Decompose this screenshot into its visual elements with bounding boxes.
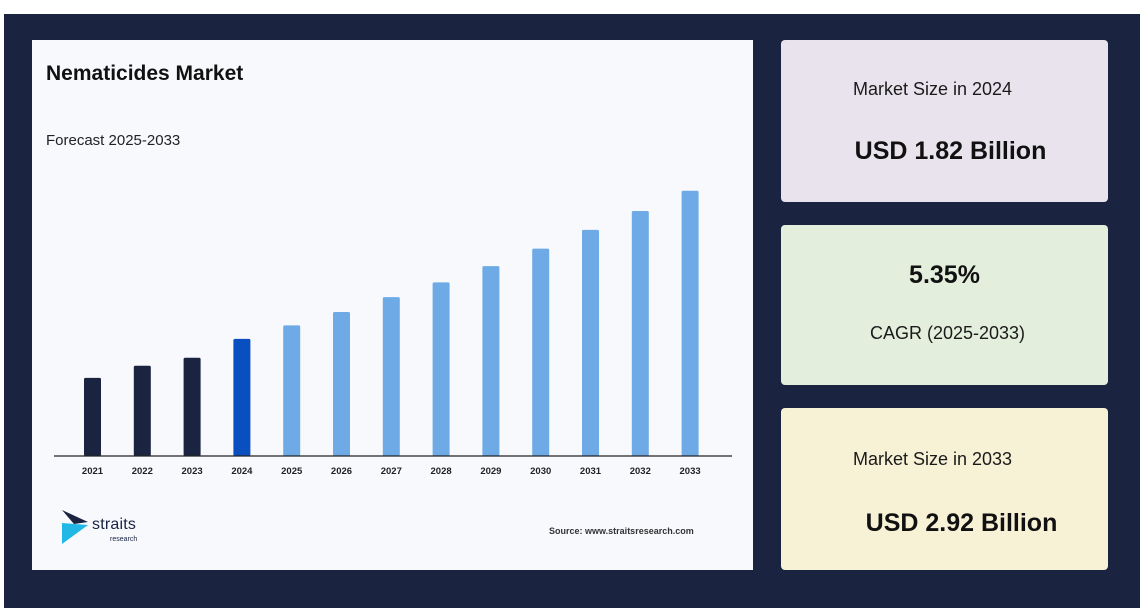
bar-2023 bbox=[183, 357, 201, 456]
tick-labels-group: 2021 2022 2023 2024 2025 2026 2027 2028 2029 2030… bbox=[82, 466, 701, 477]
bar-2030 bbox=[532, 248, 550, 456]
straits-logo: straits research bbox=[60, 510, 180, 550]
x-tick-label: 2026 bbox=[331, 466, 352, 477]
x-tick-label: 2023 bbox=[182, 466, 203, 477]
bar-2029 bbox=[482, 266, 500, 456]
bar-2026 bbox=[333, 311, 350, 456]
bar-2021 bbox=[84, 377, 101, 456]
bar-2033 bbox=[681, 190, 699, 456]
x-tick-label: 2032 bbox=[630, 466, 651, 477]
x-tick-label: 2028 bbox=[431, 466, 452, 477]
x-tick-label: 2030 bbox=[530, 466, 551, 477]
bar-2028 bbox=[432, 282, 450, 456]
logo-subtext: research bbox=[110, 536, 138, 543]
card-value: USD 1.82 Billion bbox=[854, 137, 1047, 165]
card-label: CAGR (2025-2033) bbox=[869, 323, 1026, 343]
bar-chart: 2021 2022 2023 2024 2025 2026 2027 2028 2029 2030… bbox=[54, 190, 732, 477]
x-tick-label: 2024 bbox=[231, 466, 253, 477]
bar-2022 bbox=[133, 365, 151, 456]
card-label: Market Size in 2033 bbox=[852, 449, 1013, 469]
market-size-2033-card: Market Size in 2033 USD 2.92 Billion bbox=[781, 408, 1108, 570]
bar-2025 bbox=[283, 325, 301, 456]
chart-panel: 2021 2022 2023 2024 2025 2026 2027 2028 2029 2030… bbox=[32, 40, 753, 570]
market-size-2024-card: Market Size in 2024 USD 1.82 Billion bbox=[781, 40, 1108, 202]
bar-2032 bbox=[631, 210, 649, 456]
bars-group bbox=[84, 190, 699, 456]
cagr-card: 5.35% CAGR (2025-2033) bbox=[781, 225, 1108, 385]
bar-2027 bbox=[382, 297, 400, 456]
x-tick-label: 2031 bbox=[580, 466, 602, 477]
x-tick-label: 2025 bbox=[281, 466, 303, 477]
bar-2031 bbox=[582, 229, 599, 456]
card-value: USD 2.92 Billion bbox=[865, 509, 1058, 537]
chart-title: Nematicides Market bbox=[46, 62, 244, 85]
logo-wordmark: straits bbox=[92, 516, 137, 533]
card-value: 5.35% bbox=[909, 261, 980, 289]
source-note: Source: www.straitsresearch.com bbox=[549, 526, 694, 536]
x-tick-label: 2021 bbox=[82, 466, 104, 477]
x-tick-label: 2027 bbox=[381, 466, 402, 477]
x-tick-label: 2022 bbox=[132, 466, 153, 477]
card-label: Market Size in 2024 bbox=[852, 79, 1013, 99]
x-tick-label: 2029 bbox=[480, 466, 501, 477]
x-tick-label: 2033 bbox=[680, 466, 701, 477]
chart-subtitle: Forecast 2025-2033 bbox=[46, 132, 181, 149]
bar-2024 bbox=[233, 338, 251, 456]
straits-logo-icon bbox=[62, 510, 88, 544]
